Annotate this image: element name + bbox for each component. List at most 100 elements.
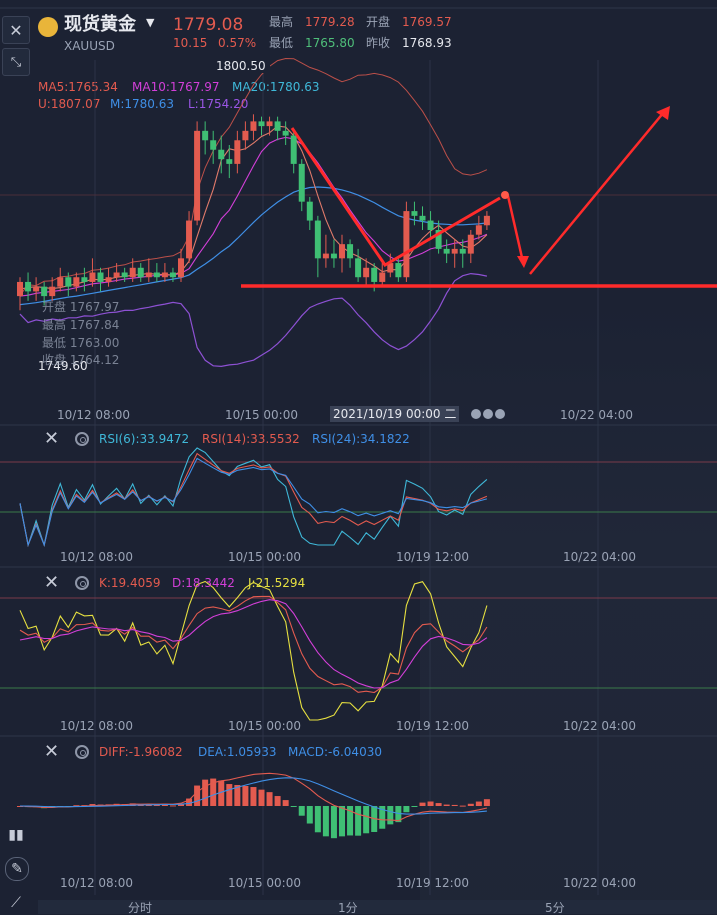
settings-gear-icon[interactable] xyxy=(75,432,89,446)
candle-body xyxy=(234,140,241,164)
candle-body xyxy=(153,272,160,278)
ma10-line xyxy=(19,136,488,297)
candle-body xyxy=(298,163,305,202)
kdj-k-legend: K:19.4059 xyxy=(99,576,161,590)
time-axis-label: 10/15 00:00 xyxy=(228,550,301,564)
candle-body xyxy=(282,130,289,136)
time-axis-label: 10/12 08:00 xyxy=(60,876,133,890)
macd-bar xyxy=(153,804,160,806)
macd-bar xyxy=(435,803,442,806)
kdj-d-legend: D:18.3442 xyxy=(172,576,235,590)
macd-bar xyxy=(218,780,225,806)
instrument-name[interactable]: 现货黄金 xyxy=(64,14,136,35)
tab-5min[interactable]: 5分 xyxy=(545,901,565,915)
settings-gear-icon[interactable] xyxy=(75,576,89,590)
candle-body xyxy=(355,258,362,278)
last-price-dot xyxy=(501,191,509,199)
macd-bar xyxy=(226,784,233,806)
prev-close-label: 昨收 xyxy=(366,36,391,50)
kdj-d-line xyxy=(19,599,488,689)
kdj-j-legend: J:21.5294 xyxy=(248,576,306,590)
candle-body xyxy=(113,272,120,278)
close-indicator-icon[interactable]: ✕ xyxy=(44,741,60,762)
close-indicator-icon[interactable]: ✕ xyxy=(44,428,60,449)
macd-value-legend: MACD:-6.04030 xyxy=(288,745,382,759)
line-tool-icon[interactable]: ⟋ xyxy=(11,895,21,911)
close-button[interactable]: ✕ xyxy=(2,16,30,44)
candle-body xyxy=(218,149,225,160)
macd-bar xyxy=(475,801,482,806)
candle-body xyxy=(467,234,474,254)
candle-body xyxy=(161,272,168,278)
candle-body xyxy=(105,277,112,282)
candle-body xyxy=(242,130,249,141)
macd-bar xyxy=(282,800,289,806)
macd-bar xyxy=(411,806,418,807)
max-price-label: 1800.50 xyxy=(212,59,270,73)
tooltip-high: 最高 1767.84 xyxy=(42,318,120,332)
draw-pen-icon[interactable]: ✎ xyxy=(5,857,29,881)
macd-bar xyxy=(387,806,394,825)
price-change-percent: 0.57% xyxy=(218,36,257,50)
macd-bar xyxy=(395,806,402,823)
fullscreen-toggle-button[interactable]: ⤡ xyxy=(2,48,30,76)
macd-bar xyxy=(234,784,241,806)
crosshair-handle-dot xyxy=(495,409,505,419)
high-value: 1779.28 xyxy=(305,15,355,29)
candle-body xyxy=(339,244,345,259)
candle-body xyxy=(57,277,64,287)
candle-body xyxy=(202,130,209,141)
candle-body xyxy=(290,135,297,164)
macd-bar xyxy=(298,806,305,816)
macd-bar xyxy=(330,806,337,839)
high-label: 最高 xyxy=(269,15,294,29)
macd-bar xyxy=(210,778,217,806)
time-axis-label: 10/12 08:00 xyxy=(60,550,133,564)
kdj-k-line xyxy=(19,595,488,694)
tab-1min[interactable]: 1分 xyxy=(338,901,358,915)
boll-mid-legend: M:1780.63 xyxy=(110,97,175,111)
candle-body xyxy=(178,258,184,278)
candle-body xyxy=(419,215,426,221)
chevron-down-icon[interactable]: ▼ xyxy=(146,16,155,29)
candle-body xyxy=(322,253,329,259)
macd-bar xyxy=(322,806,329,837)
macd-bar xyxy=(202,779,209,806)
time-axis-label: 10/12 08:00 xyxy=(60,719,133,733)
tab-timeshare[interactable]: 分时 xyxy=(128,901,153,915)
time-axis-label: 10/22 04:00 xyxy=(563,876,636,890)
macd-bar xyxy=(427,801,434,806)
candle-body xyxy=(483,215,490,226)
macd-bar xyxy=(443,804,450,806)
settings-gear-icon[interactable] xyxy=(75,745,89,759)
candle-body xyxy=(169,272,176,278)
macd-diff-legend: DIFF:-1.96082 xyxy=(99,745,183,759)
tooltip-close: 收盘 1764.12 xyxy=(42,353,120,367)
candle-body xyxy=(435,230,442,249)
rsi14-legend: RSI(14):33.5532 xyxy=(202,432,300,446)
candle-body xyxy=(411,211,418,216)
candle-body xyxy=(226,159,233,164)
candle-body xyxy=(330,253,337,259)
candle-body xyxy=(89,272,96,282)
indicator-bars-icon[interactable]: ▮▮ xyxy=(8,827,24,843)
prev-close-value: 1768.93 xyxy=(402,36,452,50)
time-axis-label: 10/15 00:00 xyxy=(225,408,298,422)
time-axis-label: 10/19 12:00 xyxy=(396,550,469,564)
time-axis-label: 10/15 00:00 xyxy=(228,719,301,733)
candle-body xyxy=(379,272,386,282)
close-indicator-icon[interactable]: ✕ xyxy=(44,572,60,593)
candle-body xyxy=(186,220,193,259)
open-value: 1769.57 xyxy=(402,15,452,29)
candle-body xyxy=(443,248,450,254)
macd-bar xyxy=(314,806,321,833)
ma5-legend: MA5:1765.34 xyxy=(38,80,118,94)
boll-lower-legend: L:1754.20 xyxy=(188,97,249,111)
up-arrow-line xyxy=(529,111,665,275)
candle-body xyxy=(427,220,434,230)
tooltip-low: 最低 1763.00 xyxy=(42,336,120,350)
macd-bar xyxy=(250,787,257,806)
candle-body xyxy=(459,248,466,254)
ma5-line xyxy=(19,125,488,290)
